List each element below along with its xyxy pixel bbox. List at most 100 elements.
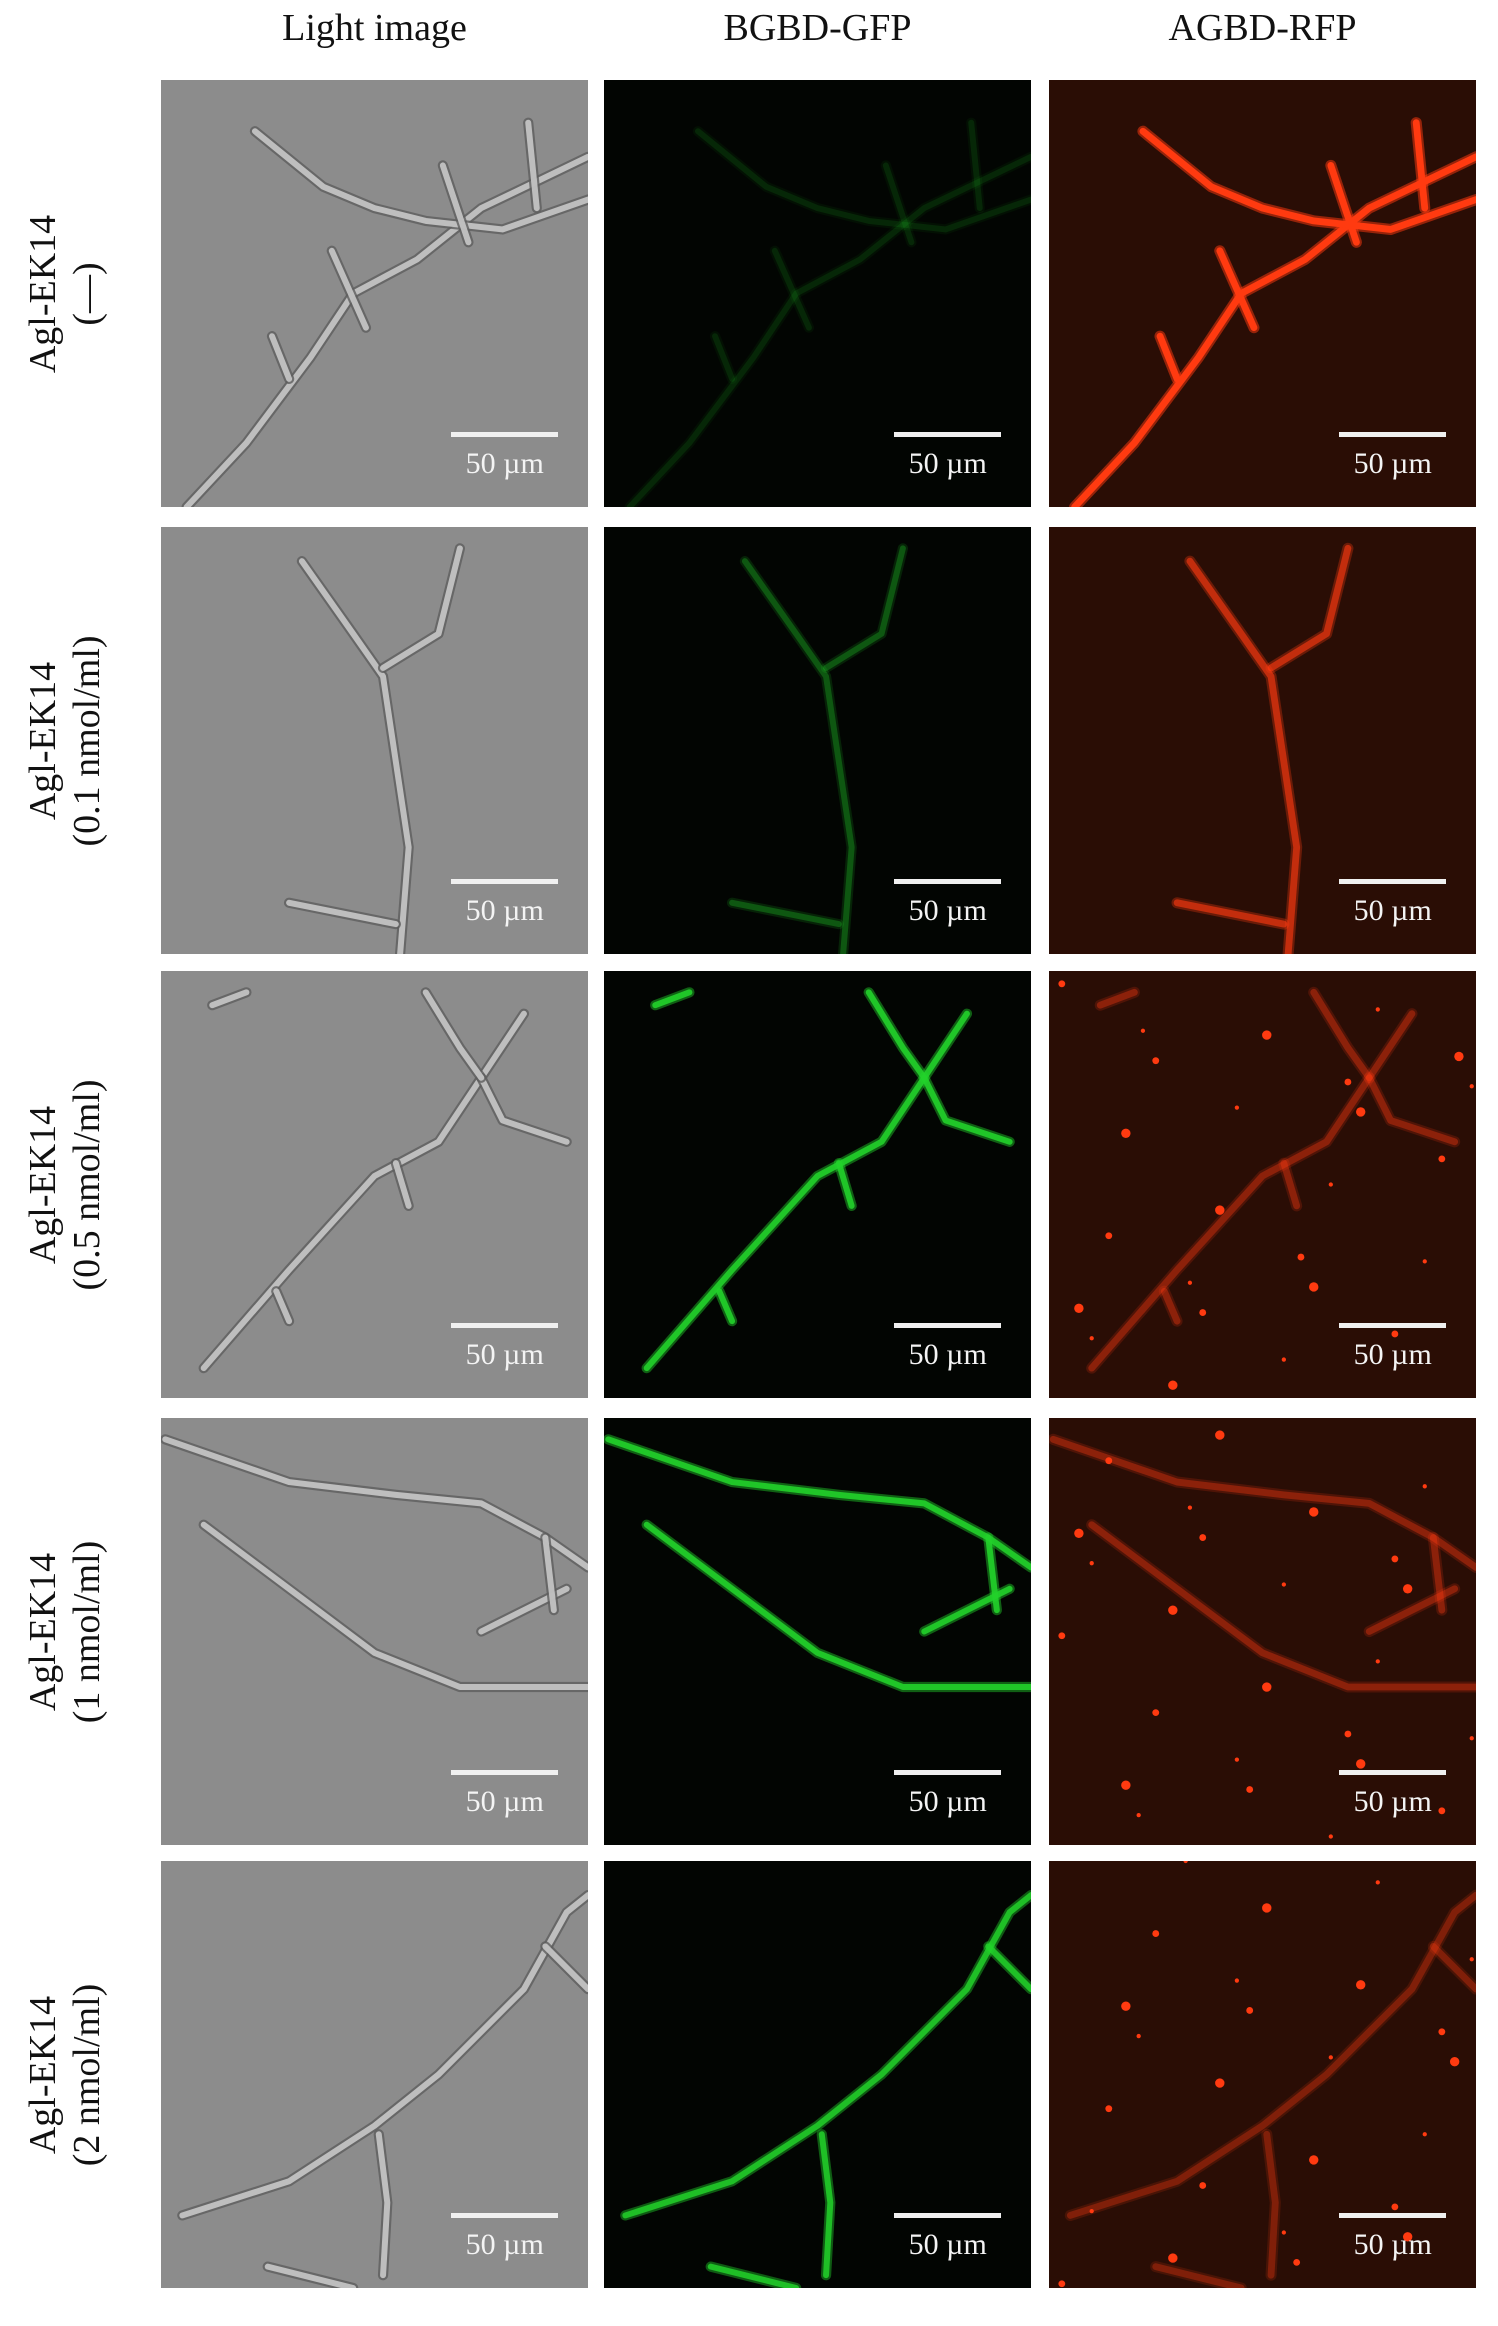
fluorescent-dot — [1309, 2155, 1319, 2165]
hypha — [298, 558, 412, 954]
hypha — [820, 543, 909, 674]
light-micrograph: 50 µm — [161, 80, 588, 507]
rfp-micrograph: 50 µm — [1049, 1861, 1476, 2288]
light-micrograph: 50 µm — [161, 971, 588, 1398]
hypha — [818, 2131, 834, 2279]
gfp-micrograph: 50 µm — [604, 527, 1031, 954]
rfp-micrograph: 50 µm — [1049, 971, 1476, 1398]
scale-bar — [451, 2213, 559, 2219]
hypha — [1365, 1074, 1459, 1146]
scale-bar-label: 50 µm — [1353, 1785, 1432, 1819]
hypha — [375, 2131, 391, 2279]
hypha — [1139, 127, 1476, 233]
row-label-line2: (0.5 nmol/ml) — [66, 1078, 108, 1291]
light-micrograph: 50 µm — [161, 527, 588, 954]
hypha — [273, 1288, 293, 1325]
gfp-micrograph: 50 µm — [604, 1861, 1031, 2288]
hypha — [1427, 1532, 1448, 1616]
hypha — [985, 1534, 1000, 1614]
fluorescent-dot — [1234, 1105, 1240, 1110]
hypha — [264, 2263, 357, 2288]
hypha — [741, 558, 855, 954]
fluorescent-dot — [1469, 1736, 1474, 1741]
rfp-micrograph: 50 µm — [1049, 80, 1476, 507]
hypha — [880, 160, 917, 248]
scale-bar — [451, 1323, 559, 1329]
fluorescent-dot — [1089, 1336, 1094, 1341]
fluorescent-dot — [1262, 1903, 1272, 1913]
fluorescent-dot — [1105, 2105, 1113, 2113]
fluorescent-dot — [1121, 1780, 1131, 1790]
scale-bar — [894, 2213, 1002, 2219]
hypha — [525, 119, 540, 212]
scale-bar-label: 50 µm — [1353, 447, 1432, 481]
fluorescent-dot — [1402, 2232, 1413, 2242]
row-label-line2: (1 nmol/ml) — [66, 1540, 108, 1723]
hypha — [966, 117, 985, 214]
scale-bar — [451, 1770, 559, 1776]
scale-bar — [451, 879, 559, 885]
hypha — [1429, 1534, 1446, 1614]
fluorescent-dot — [1215, 1205, 1225, 1215]
row-label-line1: Agl-EK14 — [22, 1552, 64, 1711]
hypha — [1363, 1072, 1461, 1148]
fluorescent-dot — [1328, 1182, 1333, 1187]
hypha — [1064, 1889, 1476, 2221]
row-label-line1: Agl-EK14 — [22, 661, 64, 820]
fluorescent-dot — [1344, 1730, 1352, 1738]
hypha — [269, 333, 293, 382]
hypha — [439, 162, 472, 246]
hypha — [1308, 986, 1375, 1084]
fluorescent-dot — [1089, 2209, 1094, 2214]
hypha — [1088, 1010, 1416, 1372]
hypha — [643, 1010, 970, 1372]
fluorescent-dot — [1152, 1057, 1160, 1065]
hypha — [1049, 1433, 1476, 1574]
hypha — [286, 899, 399, 928]
scale-bar — [1339, 2213, 1447, 2219]
hypha — [478, 1074, 570, 1145]
scale-bar-label: 50 µm — [465, 894, 544, 928]
row-label: Agl-EK14 (0.1 nmol/ml) — [0, 527, 130, 954]
fluorescent-dot — [1281, 1357, 1286, 1362]
hypha — [422, 989, 485, 1081]
hypha — [985, 1943, 1031, 1993]
hypha — [624, 151, 1031, 507]
hypha — [1278, 1157, 1303, 1212]
hypha — [1066, 1891, 1476, 2219]
fluorescent-dot — [1454, 1051, 1464, 1062]
scale-bar-label: 50 µm — [1353, 2228, 1432, 2262]
hypha — [716, 1288, 736, 1325]
fluorescent-dot — [1168, 1380, 1178, 1390]
hypha — [1088, 1521, 1476, 1691]
scale-bar — [1339, 1323, 1447, 1329]
fluorescent-dot — [1328, 2055, 1333, 2060]
hypha — [771, 247, 812, 331]
hypha — [542, 1534, 557, 1614]
hypha — [865, 989, 928, 1081]
hypha — [726, 897, 844, 930]
fluorescent-dot — [1121, 2001, 1131, 2011]
hypha — [392, 1160, 412, 1209]
hypha — [1216, 247, 1258, 332]
hypha — [1156, 332, 1181, 383]
hypha — [380, 545, 463, 671]
hypha — [1263, 2130, 1279, 2279]
fluorescent-dot — [1074, 1528, 1084, 1538]
fluorescent-dot — [1262, 1682, 1272, 1692]
row-label-line1: Agl-EK14 — [22, 1995, 64, 2154]
light-micrograph: 50 µm — [161, 1418, 588, 1845]
fluorescent-dot — [1168, 2253, 1178, 2263]
hypha — [626, 153, 1031, 507]
hypha — [622, 1892, 1031, 2219]
fluorescent-dot — [1058, 980, 1066, 988]
hypha — [1158, 1285, 1183, 1327]
fluorescent-dot — [1246, 1786, 1254, 1793]
fluorescent-dot — [1375, 1880, 1380, 1885]
hypha — [1152, 2263, 1245, 2288]
scale-bar-label: 50 µm — [908, 1785, 987, 1819]
fluorescent-dot — [1281, 1582, 1286, 1587]
hypha — [1086, 1519, 1476, 1693]
fluorescent-dot — [1105, 1457, 1113, 1465]
fluorescent-dot — [1309, 1282, 1319, 1292]
